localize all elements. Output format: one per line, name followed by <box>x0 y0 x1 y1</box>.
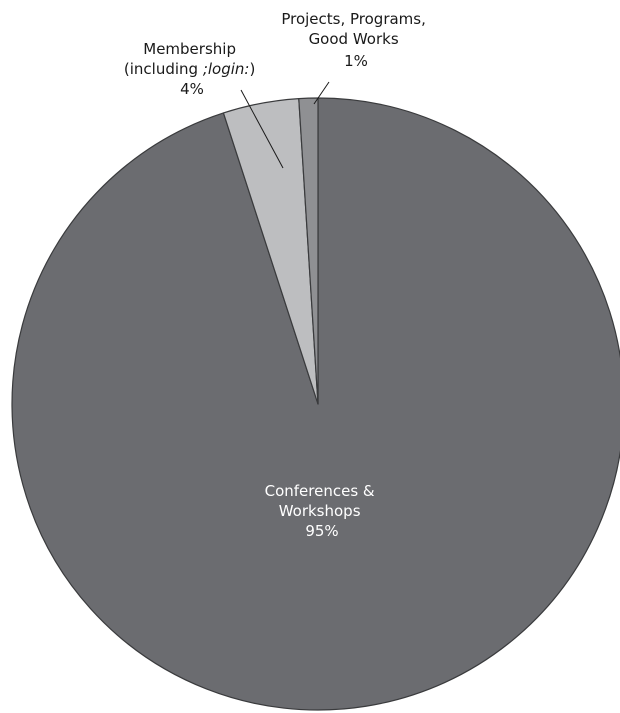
slice-label-line: Projects, Programs, <box>281 10 426 28</box>
slice-label-projects: Projects, Programs, Good Works 1% <box>281 10 430 70</box>
pie-slice <box>11 97 620 711</box>
leader-line <box>313 81 330 105</box>
slice-value-label: 95% <box>305 522 338 540</box>
slice-value-label: 1% <box>344 52 368 70</box>
slice-value-label: 4% <box>180 80 204 98</box>
slice-label-line: Workshops <box>279 502 361 520</box>
slice-label-conferences: Conferences & Workshops 95% <box>265 482 380 540</box>
leader-line <box>240 89 284 169</box>
leader-lines <box>240 81 330 169</box>
slice-label-line: Good Works <box>309 30 399 48</box>
slice-label-membership: Membership (including ;login:) 4% <box>124 40 260 98</box>
slice-label-line: Conferences & <box>265 482 375 500</box>
slice-label-line: Membership <box>143 40 236 58</box>
pie-slices <box>11 97 620 711</box>
slice-label-line: (including ;login:) <box>124 60 255 78</box>
